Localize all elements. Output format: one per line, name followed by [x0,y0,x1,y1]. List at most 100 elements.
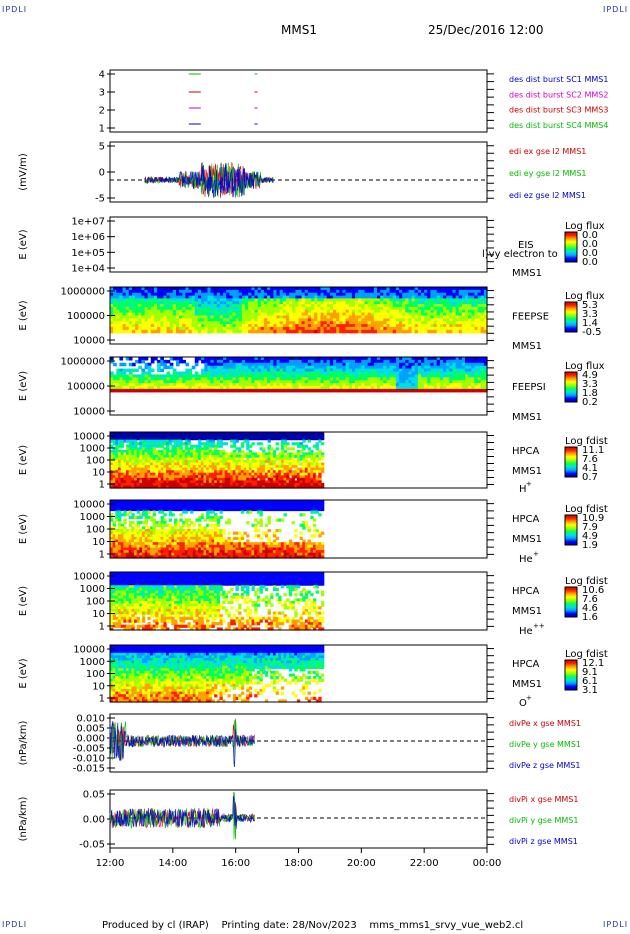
hpca_h-panel-cell [280,470,285,474]
feepse-panel-cell [465,287,469,291]
feepse-panel-cell [439,329,444,334]
feepsi-panel-cell [427,380,431,384]
feepse-panel-cell [314,301,318,305]
divpi-panel-series-1 [109,801,255,829]
feepsi-panel-cell [452,377,457,381]
feepsi-panel-cell [430,386,435,390]
feepsi-panel-cell [245,386,249,390]
hpca_h-panel-cell [222,432,226,436]
feepse-panel-cell [443,304,447,308]
hpca_h-panel-cell [267,477,271,481]
feepse-panel-cell [232,318,237,322]
feepsi-panel-cell [128,383,133,387]
feepsi-panel-cell [468,362,472,367]
hpca_h-panel-cell [150,457,154,461]
feepse-panel-cell [427,312,431,317]
feepse-panel-cell [113,315,117,319]
hpca_h-panel-cell [296,437,301,441]
feepsi-panel-cell [160,357,164,361]
feepse-panel-cell [232,321,237,325]
hpca_h-panel-cell [176,432,181,436]
feepse-panel-cell [213,298,218,302]
feepse-panel-cell [172,312,177,317]
feepse-panel-cell [110,326,114,331]
feepsi-panel-cell [267,386,271,390]
feepse-panel-cell [276,312,281,317]
feepse-panel-cell [172,318,177,322]
feepsi-panel-cell [216,362,221,367]
hpca_h-panel-cell [192,449,197,453]
feepse-panel-cell [116,315,120,319]
feepse-panel-cell [125,292,130,297]
feepsi-panel-cell [439,383,444,387]
feepse-panel-cell [311,312,315,317]
hpca_h-panel-cell [147,437,151,441]
feepse-panel-cell [223,312,227,317]
feepse-panel-cell [455,298,460,302]
feepse-panel-cell [254,306,259,311]
feepse-panel-cell [430,295,435,300]
feepse-panel-cell [461,321,466,325]
hpca_h-panel-cell [240,434,245,438]
feepse-panel-cell [414,321,419,325]
feepsi-panel-cell [427,365,431,370]
hpca_h-panel-cell [230,465,234,469]
feepsi-panel-cell [323,362,328,367]
hpca_h-panel-cell [248,432,253,436]
hpca_h-panel-cell [112,439,116,443]
hpca_h-panel-cell [195,460,199,464]
hpca_h-panel-cell [184,449,189,453]
feepse-panel-cell [110,298,114,302]
feepse-panel-cell [402,298,406,302]
hpca_h-panel-cell [254,477,258,481]
hpca_h-panel-cell [307,477,311,481]
feepse-panel-cell [455,295,460,300]
feepse-panel-cell [329,298,334,302]
feepse-panel-cell [267,321,271,325]
hpca_h-panel-cell [174,467,178,471]
feepse-panel-cell [220,312,224,317]
feepsi-panel-cell [285,371,290,375]
feepsi-panel-cell [301,386,306,390]
feepse-panel-cell [405,318,409,322]
feepse-panel-cell [160,324,164,328]
feepsi-panel-cell [380,380,384,384]
feepsi-panel-cell [471,371,475,375]
feepse-panel-cell [348,312,353,317]
feepse-panel-cell [323,306,328,311]
feepse-panel-cell [245,289,249,294]
feepse-panel-cell [373,315,378,319]
feepse-panel-cell [311,292,315,297]
hpca_h-panel-cell [134,452,138,456]
feepsi-panel-cell [245,357,249,361]
feepse-panel-cell [424,329,428,334]
feepse-panel-cell [147,321,152,325]
feepse-panel-cell [179,298,183,302]
hpca_h-panel-cell [198,449,202,453]
hpca_h-panel-cell [150,452,154,456]
feepsi-panel-cell [273,374,278,378]
feepse-panel-cell [301,295,306,300]
hpca_h-panel-cell [142,485,146,489]
feepsi-panel-cell [229,371,234,375]
feepsi-panel-cell [427,377,431,381]
feepsi-panel-cell [339,380,343,384]
hpca_h-panel-cell [230,452,234,456]
feepse-panel-cell [480,306,485,311]
feepse-panel-cell [408,315,413,319]
hpca_h-panel-cell [192,477,197,481]
feepsi-panel-cell [411,386,416,390]
feepsi-panel-cell [163,362,168,367]
feepsi-panel-cell [295,371,300,375]
feepsi-panel-cell [383,374,387,378]
feepse-panel-cell [191,329,196,334]
feepse-panel-cell [421,315,425,319]
feepse-panel-cell [298,315,303,319]
hpca_h-panel-cell [110,465,114,469]
feepsi-panel-cell [213,371,218,375]
feepse-panel-cell [201,324,205,328]
feepse-panel-cell [119,324,124,328]
hpca_h-panel-cell [128,472,132,476]
divpi-panel-legend-item: divPi z gse MMS1 [509,837,578,846]
feepse-panel-cell [216,312,221,317]
